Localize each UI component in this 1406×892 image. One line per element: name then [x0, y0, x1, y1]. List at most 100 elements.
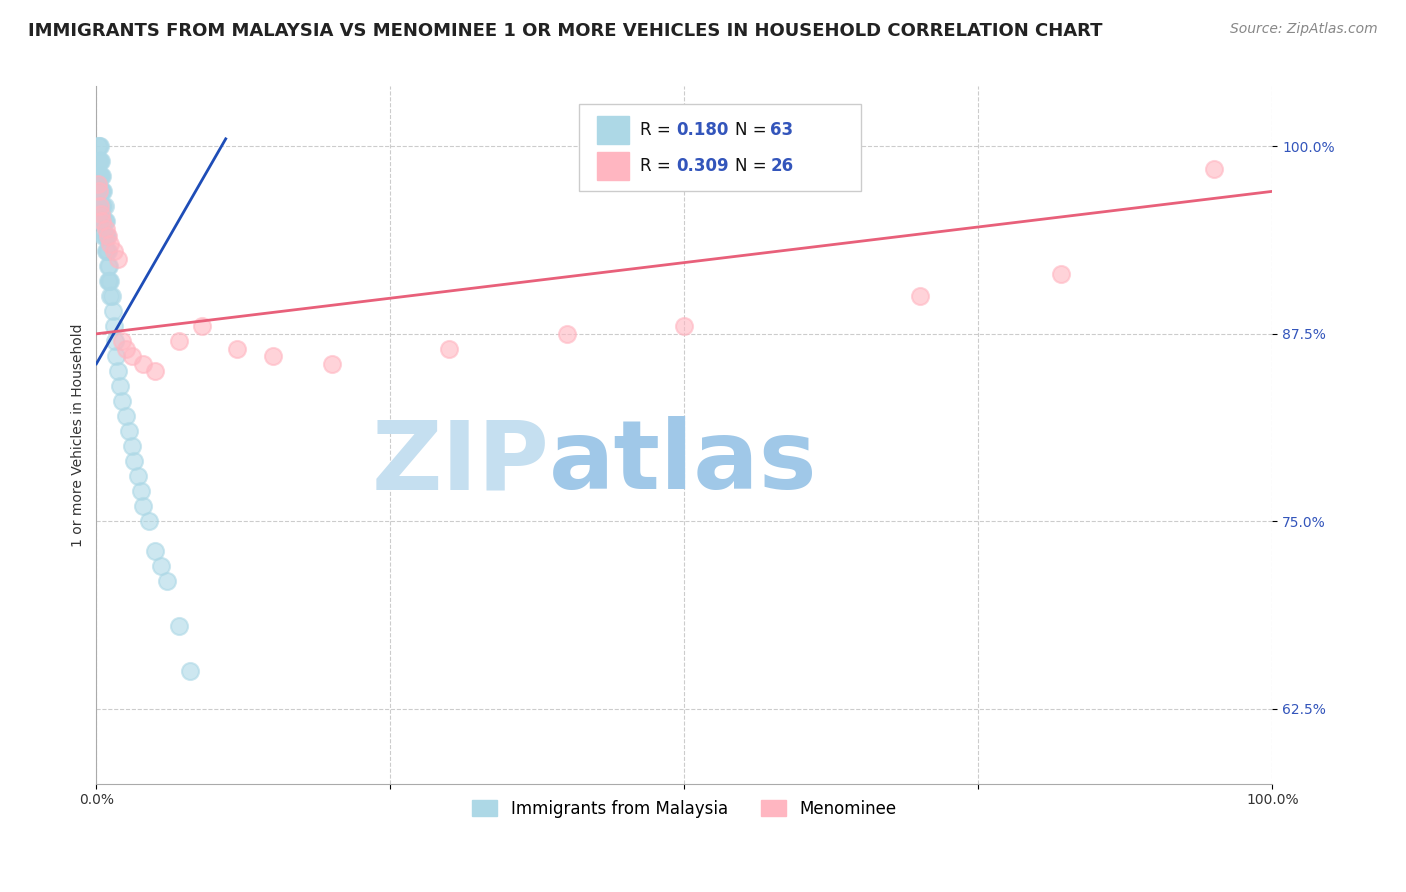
Point [118, 425, 141, 439]
Point [156, 574, 179, 589]
Text: N =: N = [735, 157, 772, 175]
Point [111, 394, 134, 409]
Point [143, 544, 166, 558]
Point [94, 222, 117, 236]
Point [114, 409, 136, 424]
Point [90, 214, 112, 228]
Point [908, 289, 931, 303]
Point [191, 319, 214, 334]
Point [90, 199, 112, 213]
Text: 0.180: 0.180 [676, 120, 728, 139]
Point [89, 214, 111, 228]
Point [94, 229, 117, 244]
Point [97, 244, 120, 259]
Point [143, 364, 166, 378]
Point [86, 169, 108, 184]
Point [100, 236, 122, 251]
Point [89, 199, 111, 213]
Point [90, 154, 112, 169]
Text: 26: 26 [770, 157, 793, 175]
Point [96, 244, 118, 259]
Point [97, 274, 120, 288]
Point [179, 665, 201, 679]
Point [555, 326, 578, 341]
Point [86, 177, 108, 191]
Point [98, 260, 121, 274]
Point [138, 514, 160, 528]
Point [90, 169, 112, 184]
Point [89, 169, 111, 184]
Point [104, 334, 127, 349]
Point [121, 349, 143, 363]
Point [167, 619, 190, 633]
Point [90, 207, 112, 221]
FancyBboxPatch shape [598, 116, 628, 144]
Text: atlas: atlas [550, 417, 818, 509]
Point [97, 260, 120, 274]
Point [321, 357, 343, 371]
Legend: Immigrants from Malaysia, Menominee: Immigrants from Malaysia, Menominee [465, 793, 903, 824]
Point [86, 154, 108, 169]
Point [87, 139, 110, 153]
Point [100, 274, 122, 288]
Point [91, 169, 114, 184]
Point [437, 342, 460, 356]
Point [86, 139, 108, 153]
Point [93, 214, 115, 228]
Point [122, 454, 145, 468]
Point [100, 289, 122, 303]
Point [93, 229, 115, 244]
Text: ZIP: ZIP [371, 417, 550, 509]
FancyBboxPatch shape [598, 152, 628, 180]
Point [108, 379, 131, 393]
Point [89, 199, 111, 213]
Point [93, 199, 115, 213]
Point [101, 304, 124, 318]
Point [98, 274, 121, 288]
Point [87, 169, 110, 184]
Text: Source: ZipAtlas.com: Source: ZipAtlas.com [1230, 22, 1378, 37]
Point [93, 229, 115, 244]
Point [262, 349, 284, 363]
Point [114, 342, 136, 356]
Point [87, 185, 110, 199]
Point [94, 214, 117, 228]
Point [87, 199, 110, 213]
Point [91, 199, 114, 213]
Point [132, 357, 155, 371]
Point [132, 500, 155, 514]
Point [91, 214, 114, 228]
FancyBboxPatch shape [578, 103, 860, 191]
Point [103, 319, 125, 334]
Point [89, 139, 111, 153]
Point [93, 185, 115, 199]
Point [1049, 267, 1071, 281]
Point [90, 185, 112, 199]
Point [673, 319, 696, 334]
Point [111, 334, 134, 349]
Point [127, 469, 149, 483]
Point [100, 289, 122, 303]
Point [93, 199, 115, 213]
Point [87, 185, 110, 199]
Point [226, 342, 249, 356]
Point [107, 252, 129, 266]
Point [97, 229, 120, 244]
Text: 63: 63 [770, 120, 793, 139]
Text: R =: R = [640, 157, 676, 175]
Point [121, 439, 143, 453]
Point [91, 214, 114, 228]
Text: 0.309: 0.309 [676, 157, 728, 175]
Point [93, 214, 115, 228]
Y-axis label: 1 or more Vehicles in Household: 1 or more Vehicles in Household [72, 323, 86, 547]
Point [91, 185, 114, 199]
Point [89, 154, 111, 169]
Text: N =: N = [735, 120, 772, 139]
Point [105, 349, 128, 363]
Point [94, 244, 117, 259]
Text: IMMIGRANTS FROM MALAYSIA VS MENOMINEE 1 OR MORE VEHICLES IN HOUSEHOLD CORRELATIO: IMMIGRANTS FROM MALAYSIA VS MENOMINEE 1 … [28, 22, 1102, 40]
Point [150, 559, 173, 574]
Point [107, 364, 129, 378]
Point [87, 154, 110, 169]
Point [89, 185, 111, 199]
